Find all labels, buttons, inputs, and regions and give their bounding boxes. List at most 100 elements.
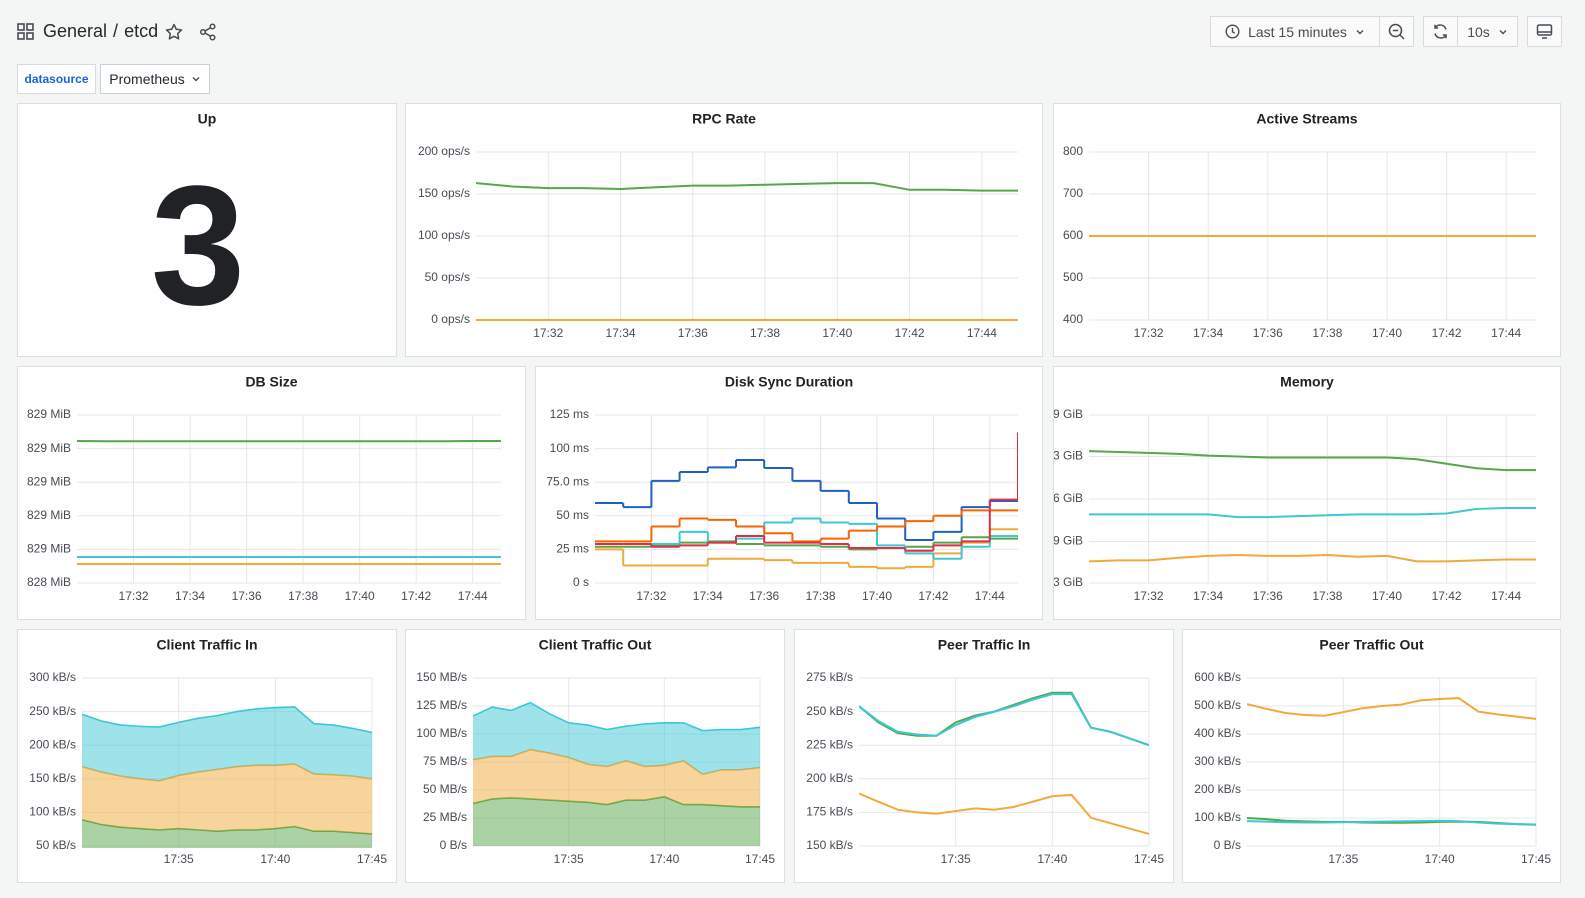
x-tick-label: 17:38 — [288, 589, 318, 603]
star-icon[interactable] — [165, 23, 183, 41]
y-tick-label: 829 MiB — [27, 407, 71, 421]
y-tick-label: 150 kB/s — [29, 771, 76, 785]
time-range: Last 15 minutes — [1248, 23, 1347, 40]
area-fill — [473, 702, 760, 775]
x-tick-label: 17:36 — [1253, 589, 1283, 603]
y-tick-label: 828 MiB — [27, 575, 71, 589]
x-tick-label: 17:44 — [1491, 326, 1521, 340]
x-tick-label: 17:42 — [1432, 589, 1462, 603]
y-tick-label: 200 kB/s — [806, 771, 853, 785]
panel-title: Peer Traffic In — [938, 637, 1031, 653]
x-tick-label: 17:40 — [1372, 326, 1402, 340]
x-tick-label: 17:40 — [862, 589, 892, 603]
x-tick-label: 17:40 — [1425, 852, 1455, 866]
time-picker[interactable]: Last 15 minutes — [1210, 16, 1380, 47]
x-tick-label: 17:44 — [458, 589, 488, 603]
y-tick-label: 75 MB/s — [423, 754, 467, 768]
panel: Active Streams 400 500 600 700 800 17:32 17:34 1… — [1053, 103, 1561, 357]
x-tick-label: 17:45 — [357, 852, 387, 866]
x-tick-label: 17:36 — [1253, 326, 1283, 340]
series-line — [859, 792, 1149, 835]
y-tick-label: 100 MB/s — [416, 726, 467, 740]
y-tick-label: 500 — [1063, 270, 1083, 284]
panel-title: DB Size — [245, 374, 297, 390]
y-tick-label: 25 MB/s — [423, 810, 467, 824]
chevron — [192, 77, 200, 82]
series-line — [1089, 450, 1536, 472]
x-tick-label: 17:45 — [1521, 852, 1551, 866]
y-tick-label: 700 — [1063, 186, 1083, 200]
y-tick-label: 300 kB/s — [29, 670, 76, 684]
grid-icon[interactable] — [17, 23, 34, 40]
area-line — [473, 701, 760, 732]
x-tick-label: 17:42 — [401, 589, 431, 603]
y-tick-label: 300 kB/s — [1194, 754, 1241, 768]
series-line — [1089, 553, 1536, 563]
area-fill — [473, 749, 760, 807]
y-tick-label: 829 MiB — [27, 542, 71, 556]
dashboard-title[interactable]: etcd — [124, 21, 159, 41]
y-tick-label: 200 ops/s — [418, 144, 470, 158]
plot — [82, 706, 372, 848]
panel-canvas: Disk Sync Duration 0 s 25 ms 50 ms 75.0 ms 10… — [546, 374, 1018, 603]
area-fill — [82, 706, 372, 781]
plot — [595, 432, 1018, 570]
x-tick-label: 17:42 — [918, 589, 948, 603]
y-tick-label: 50 MB/s — [423, 782, 467, 796]
panel: Client Traffic Out 0 B/s 25 MB/s 50 MB/s 75 … — [405, 629, 785, 883]
panel-canvas: Peer Traffic Out 0 B/s 100 kB/s 200 kB/s 300… — [1194, 637, 1551, 866]
variable-dropdown[interactable]: Prometheus — [100, 64, 210, 94]
folder-name[interactable]: General — [43, 21, 108, 41]
y-tick-label: 400 kB/s — [1194, 726, 1241, 740]
y-tick-label: 50 kB/s — [36, 838, 76, 852]
y-tick-label: 250 kB/s — [806, 704, 853, 718]
y-tick-label: 125 ms — [550, 407, 589, 421]
zoom-out[interactable] — [1379, 16, 1414, 47]
y-tick-label: 4.19 GiB — [1054, 407, 1083, 421]
panel-canvas: Client Traffic In 50 kB/s 100 kB/s 150 kB/s… — [29, 637, 387, 866]
panel: Peer Traffic In 150 kB/s 175 kB/s 200 kB/s 2… — [794, 629, 1174, 883]
series-line — [1089, 507, 1536, 519]
panel-canvas: DB Size 828 MiB 829 MiB 829 MiB 829 MiB 829 M… — [27, 374, 501, 603]
panel: Up 3 — [17, 103, 397, 357]
y-tick-label: 175 kB/s — [806, 805, 853, 819]
panel-title: Disk Sync Duration — [725, 374, 853, 390]
x-tick-label: 17:36 — [749, 589, 779, 603]
refresh[interactable] — [1423, 16, 1458, 47]
y-tick-label: 3.26 GiB — [1054, 491, 1083, 505]
y-tick-label: 829 MiB — [27, 508, 71, 522]
share-icon[interactable] — [199, 23, 217, 41]
x-tick-label: 17:45 — [745, 852, 775, 866]
plot — [859, 691, 1149, 835]
area-fill — [82, 764, 372, 834]
y-tick-label: 225 kB/s — [806, 737, 853, 751]
panel-title: Memory — [1280, 374, 1334, 390]
x-tick-label: 17:38 — [1312, 326, 1342, 340]
x-tick-label: 17:38 — [750, 326, 780, 340]
panel-title: RPC Rate — [692, 111, 756, 127]
panel: DB Size 828 MiB 829 MiB 829 MiB 829 MiB 829 M… — [17, 366, 526, 620]
y-tick-label: 150 kB/s — [806, 838, 853, 852]
variable-value: Prometheus — [109, 71, 185, 87]
panel-canvas: Peer Traffic In 150 kB/s 175 kB/s 200 kB/s 2… — [806, 637, 1164, 866]
x-tick-label: 17:34 — [606, 326, 636, 340]
panel-title: Client Traffic In — [156, 637, 257, 653]
x-tick-label: 17:42 — [895, 326, 925, 340]
y-tick-label: 0 ops/s — [431, 312, 470, 326]
tv-mode[interactable] — [1527, 16, 1562, 47]
series-line — [1247, 697, 1536, 720]
series-line — [859, 693, 1149, 747]
zoom-icon — [1388, 23, 1405, 40]
y-tick-label: 25 ms — [556, 542, 589, 556]
y-tick-label: 829 MiB — [27, 474, 71, 488]
interval: 10s — [1467, 23, 1490, 40]
refresh-interval[interactable]: 10s — [1457, 16, 1518, 47]
y-tick-label: 100 ops/s — [418, 228, 470, 242]
series-line — [476, 182, 1018, 192]
y-tick-label: 600 — [1063, 228, 1083, 242]
clock-icon — [1225, 24, 1240, 39]
x-tick-label: 17:38 — [1312, 589, 1342, 603]
y-tick-label: 2.33 GiB — [1054, 575, 1083, 589]
plot — [1089, 450, 1536, 563]
